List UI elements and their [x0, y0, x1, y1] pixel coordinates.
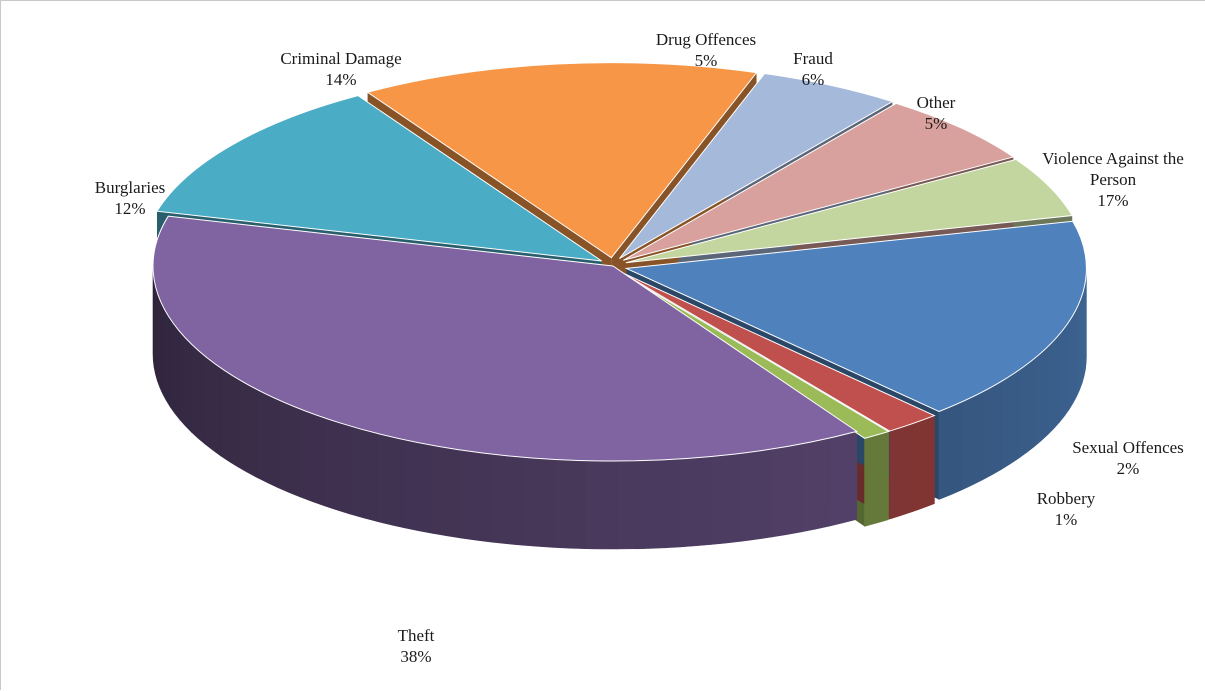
- slice-side-theft: [432, 445, 463, 539]
- slice-theft: [152, 215, 858, 462]
- slice-side-violence-against-the-person: [1047, 333, 1060, 436]
- slice-side-sexual-offences: [889, 423, 913, 520]
- slice-side-theft: [324, 417, 351, 515]
- slice-side-theft: [237, 378, 258, 479]
- slice-side-theft: [349, 425, 377, 522]
- slice-side-theft: [220, 367, 239, 468]
- slice-side-theft: [741, 448, 773, 542]
- slice-side-theft: [648, 458, 681, 549]
- slice-robbery: [620, 272, 890, 439]
- slice-side-violence-against-the-person: [1059, 320, 1070, 423]
- slice-side-theft: [376, 432, 405, 529]
- slice-side-theft: [679, 456, 712, 548]
- slice-labels: Violence Against the Person 17% Sexual Offe…: [95, 30, 1184, 666]
- slice-side-theft: [491, 453, 524, 546]
- slice-side-theft: [403, 439, 433, 534]
- slice-side-theft: [153, 279, 158, 381]
- slice-side-theft: [162, 305, 171, 408]
- slice-side-theft: [771, 443, 802, 538]
- slice-other: [625, 158, 1074, 264]
- slice-side-theft: [157, 292, 164, 395]
- label-theft: Theft 38%: [398, 626, 435, 666]
- slice-sexual-offences: [621, 272, 936, 432]
- label-other: Other 5%: [917, 93, 956, 133]
- slice-side-violence-against-the-person: [1068, 308, 1077, 411]
- slice-violence-against-the-person: [624, 220, 1087, 413]
- label-violence-against-the-person: Violence Against the Person 17%: [1042, 149, 1184, 210]
- slice-side-violence-against-the-person: [1076, 294, 1083, 397]
- slice-side-theft: [522, 456, 555, 548]
- slice-side-violence-against-the-person: [1081, 281, 1086, 384]
- slice-side-theft: [300, 408, 325, 507]
- label-burglaries: Burglaries 12%: [95, 178, 166, 218]
- slice-side-theft: [169, 317, 181, 421]
- label-sexual-offences: Sexual Offences 2%: [1072, 438, 1184, 478]
- slice-side-violence-against-the-person: [938, 401, 962, 500]
- slice-side-theft: [616, 460, 650, 550]
- slice-side-theft: [277, 399, 301, 498]
- slice-side-theft: [461, 449, 493, 543]
- slice-side-violence-against-the-person: [981, 380, 1002, 481]
- label-fraud: Fraud 6%: [793, 49, 833, 89]
- slice-side-sexual-offences: [912, 415, 935, 513]
- slice-burglaries: [156, 95, 603, 262]
- slice-side-theft: [585, 460, 618, 550]
- label-drug-offences: Drug Offences 5%: [656, 30, 756, 70]
- slice-side-theft: [191, 343, 206, 445]
- slice-side-theft: [257, 389, 279, 489]
- slice-side-theft: [710, 452, 743, 545]
- slice-side-theft: [829, 430, 858, 527]
- slice-drug-offences: [619, 72, 894, 259]
- slice-side-violence-against-the-person: [961, 391, 983, 491]
- slice-fraud: [623, 102, 1015, 261]
- slice-side-theft: [800, 437, 830, 533]
- slice-criminal-damage: [366, 62, 758, 259]
- slice-side-theft: [179, 330, 192, 433]
- label-robbery: Robbery 1%: [1037, 489, 1096, 529]
- slice-side-theft: [204, 355, 222, 457]
- slice-side-robbery: [876, 431, 889, 524]
- slice-side-robbery: [864, 434, 877, 527]
- label-criminal-damage: Criminal Damage 14%: [280, 49, 401, 89]
- slice-side-violence-against-the-person: [1001, 369, 1020, 470]
- slice-side-theft: [553, 459, 586, 549]
- slice-side-violence-against-the-person: [1034, 345, 1049, 448]
- pie-tops: [152, 62, 1087, 462]
- slice-side-violence-against-the-person: [1018, 357, 1035, 459]
